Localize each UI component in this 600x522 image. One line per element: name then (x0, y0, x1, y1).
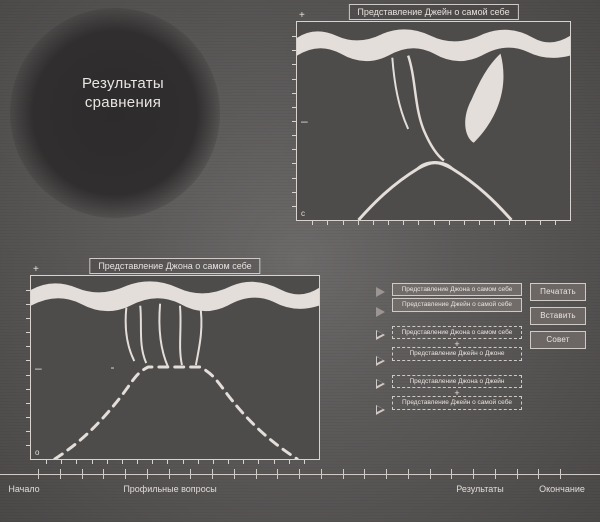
timeline-tick (364, 469, 365, 479)
chart-jane-corner-label: c (301, 209, 305, 218)
timeline-tick (234, 469, 235, 479)
timeline-tick (38, 469, 39, 479)
timeline-tick (190, 469, 191, 479)
timeline-tick (212, 469, 213, 479)
timeline-tick (82, 469, 83, 479)
arrow-outline-icon (376, 356, 385, 366)
svg-text:-: - (110, 360, 114, 374)
legend-item[interactable]: Представление Джона о самом себе (392, 326, 522, 339)
timeline-tick (495, 469, 496, 479)
timeline-tick (538, 469, 539, 479)
legend-item[interactable]: Представление Джейн о Джоне (392, 347, 522, 360)
insert-button[interactable]: Вставить (530, 307, 586, 325)
arrow-icon (376, 287, 385, 297)
print-button[interactable]: Печатать (530, 283, 586, 301)
chart-john-yticks (30, 276, 31, 459)
timeline-tick (125, 469, 126, 479)
chart-jane: Представление Джейн о самой себе + – c (296, 21, 571, 221)
timeline-tick (147, 469, 148, 479)
timeline-axis (0, 474, 600, 475)
timeline-tick (408, 469, 409, 479)
chart-john-drawing: - (31, 276, 319, 459)
timeline-tick (277, 469, 278, 479)
timeline-label-results: Результаты (456, 484, 503, 494)
advice-button[interactable]: Совет (530, 331, 586, 349)
legend: Представление Джона о самом себе Предста… (370, 283, 522, 424)
legend-group-1: Представление Джона о самом себе Предста… (370, 283, 522, 312)
chart-john: Представление Джона о самом себе + – - o (30, 275, 320, 460)
chart-john-xticks (31, 459, 319, 460)
timeline-tick (343, 469, 344, 479)
axis-plus-icon: + (299, 10, 305, 21)
timeline-label-end: Окончание (539, 484, 585, 494)
timeline-tick (473, 469, 474, 479)
axis-plus-icon: + (33, 264, 39, 275)
legend-item[interactable]: Представление Джона о самом себе (392, 283, 522, 296)
legend-item[interactable]: Представление Джона о Джейн (392, 375, 522, 388)
timeline-tick (386, 469, 387, 479)
timeline-tick (430, 469, 431, 479)
title-disc (10, 8, 220, 218)
chart-john-corner-label: o (35, 448, 39, 457)
timeline-tick (60, 469, 61, 479)
timeline-tick (560, 469, 561, 479)
timeline: Начало Профильные вопросы Результаты Око… (0, 474, 600, 498)
arrow-icon (376, 307, 385, 317)
chart-jane-drawing (297, 22, 570, 220)
chart-jane-label: Представление Джейн о самой себе (348, 4, 518, 20)
timeline-tick (169, 469, 170, 479)
timeline-tick (299, 469, 300, 479)
legend-group-2: Представление Джона о самом себе + Предс… (370, 326, 522, 361)
legend-item[interactable]: Представление Джейн о самой себе (392, 396, 522, 409)
arrow-outline-icon (376, 405, 385, 415)
legend-group-3: Представление Джона о Джейн + Представле… (370, 375, 522, 410)
figure-stage: Результаты сравнения Представление Джейн… (0, 0, 600, 522)
legend-item[interactable]: Представление Джейн о самой себе (392, 298, 522, 311)
page-title: Результаты сравнения (48, 75, 198, 113)
timeline-tick (256, 469, 257, 479)
arrow-outline-icon (376, 379, 385, 389)
timeline-tick (517, 469, 518, 479)
timeline-tick (321, 469, 322, 479)
chart-jane-xticks (297, 220, 570, 221)
chart-jane-yticks (296, 22, 297, 220)
timeline-label-start: Начало (8, 484, 39, 494)
timeline-label-profile: Профильные вопросы (123, 484, 216, 494)
arrow-outline-icon (376, 330, 385, 340)
timeline-tick (451, 469, 452, 479)
chart-john-label: Представление Джона о самом себе (89, 258, 260, 274)
timeline-tick (103, 469, 104, 479)
